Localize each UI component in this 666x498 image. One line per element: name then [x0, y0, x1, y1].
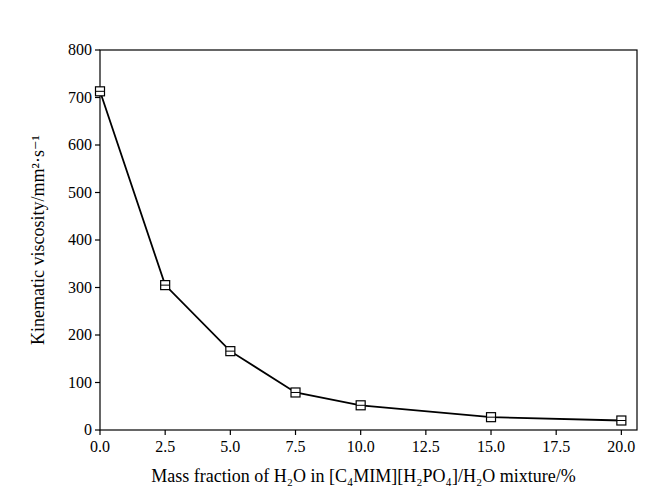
x-tick: [490, 430, 491, 435]
x-tick-label: 12.5: [412, 438, 440, 455]
data-point: [617, 416, 626, 425]
y-tick: [95, 97, 100, 98]
chart-svg: 0.0 2.5 5.0 7.5 10.0 12.5 15.0 17.5 20.0 0 100 200 3…: [0, 0, 666, 498]
x-tick: [556, 430, 557, 435]
y-tick-label: 700: [68, 89, 92, 106]
x-tick-label: 2.5: [155, 438, 175, 455]
marker-detail: [226, 351, 235, 352]
y-tick: [95, 192, 100, 193]
data-point: [487, 413, 496, 422]
chart-container: 0.0 2.5 5.0 7.5 10.0 12.5 15.0 17.5 20.0 0 100 200 3…: [0, 0, 666, 498]
x-tick: [99, 430, 100, 435]
data-point: [161, 281, 170, 290]
y-tick-label: 500: [68, 184, 92, 201]
marker-detail: [487, 417, 496, 418]
data-point: [226, 347, 235, 356]
y-tick: [95, 382, 100, 383]
y-tick: [95, 429, 100, 430]
y-tick-label: 100: [68, 374, 92, 391]
x-tick: [295, 430, 296, 435]
y-tick: [95, 239, 100, 240]
x-tick-label: 7.5: [286, 438, 306, 455]
x-tick-label: 17.5: [542, 438, 570, 455]
x-tick-label: 5.0: [220, 438, 240, 455]
marker-detail: [161, 285, 170, 286]
marker-detail: [96, 91, 105, 92]
marker-detail: [617, 420, 626, 421]
y-tick: [95, 287, 100, 288]
y-tick: [95, 334, 100, 335]
plot-frame: [100, 50, 637, 430]
x-tick-label: 15.0: [477, 438, 505, 455]
data-point: [96, 87, 105, 96]
y-tick-label: 400: [68, 231, 92, 248]
x-tick: [360, 430, 361, 435]
y-tick-label: 0: [84, 421, 92, 438]
y-tick-label: 800: [68, 41, 92, 58]
x-tick: [621, 430, 622, 435]
x-tick-label: 10.0: [347, 438, 375, 455]
y-tick-label: 300: [68, 279, 92, 296]
y-tick-label: 600: [68, 136, 92, 153]
x-tick-label: 20.0: [607, 438, 635, 455]
marker-detail: [356, 405, 365, 406]
data-point: [291, 388, 300, 397]
data-group: [96, 87, 626, 425]
y-tick-label: 200: [68, 326, 92, 343]
x-tick: [165, 430, 166, 435]
x-tick: [230, 430, 231, 435]
y-tick: [95, 49, 100, 50]
x-tick: [425, 430, 426, 435]
data-line: [100, 91, 621, 420]
y-tick: [95, 144, 100, 145]
y-axis-label: Kinematic viscosity/mm²·s⁻¹: [28, 135, 48, 345]
marker-detail: [291, 392, 300, 393]
x-tick-label: 0.0: [90, 438, 110, 455]
data-point: [356, 401, 365, 410]
x-axis-label: Mass fraction of H₂O in [C₄MIM][H₂PO₄]/H…: [151, 466, 575, 486]
